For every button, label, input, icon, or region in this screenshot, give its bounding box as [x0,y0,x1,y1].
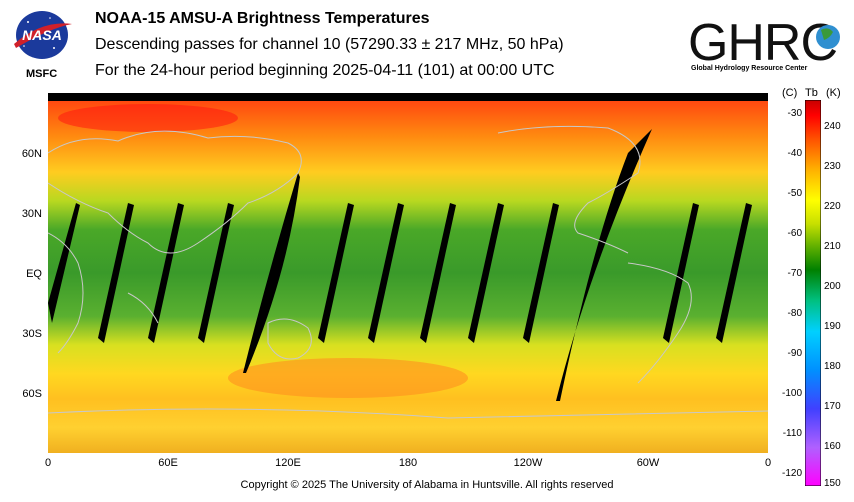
colorbar-label-tb: Tb [805,87,818,99]
ghrc-logo-text: GHRC [688,14,838,70]
swath-gap [663,203,699,343]
coastline [627,262,692,384]
colorbar [804,99,822,487]
colorbar-tick-c: -120 [781,468,802,479]
lat-label-30s: 30S [22,328,42,340]
copyright-text: Copyright © 2025 The University of Alaba… [240,479,614,491]
warm-anomaly-south-pacific [228,358,468,398]
lon-label-0-east: 0 [764,457,772,469]
swath-gap [98,203,134,343]
colorbar-tick-k: 180 [824,361,841,372]
swath-gap [48,203,80,323]
colorbar-tick-c: -60 [787,228,802,239]
coastline [267,318,312,360]
swath-gap [148,203,184,343]
colorbar-tick-k: 200 [824,281,841,292]
colorbar-tick-k: 210 [824,241,841,252]
lon-label-60e: 60E [158,457,178,469]
ghrc-logo: GHRC [688,10,848,76]
colorbar-unit-c: (C) [782,87,798,99]
nasa-logo: NASA [10,10,74,60]
colorbar-tick-c: -80 [787,308,802,319]
lon-label-180: 180 [398,457,418,469]
swath-gap [368,203,404,343]
swath-gap [243,173,300,373]
swath-gap [468,203,504,343]
nasa-logo-text: NASA [22,27,62,43]
colorbar-tick-c: -40 [787,148,802,159]
lon-label-60w: 60W [636,457,660,469]
swath-gap [523,203,559,343]
colorbar-tick-k: 230 [824,161,841,172]
coastline [127,292,159,324]
lon-label-0: 0 [44,457,52,469]
lon-label-120e: 120E [275,457,301,469]
msfc-label: MSFC [26,68,58,80]
lat-label-60s: 60S [22,388,42,400]
colorbar-tick-k: 170 [824,401,841,412]
colorbar-tick-k: 190 [824,321,841,332]
lat-label-eq: EQ [26,268,42,280]
coastline [47,232,84,354]
colorbar-tick-c: -110 [782,428,802,439]
colorbar-tick-k: 220 [824,201,841,212]
swath-gap [556,129,652,401]
coastline [47,408,769,419]
lat-label-60n: 60N [21,148,42,160]
title-line-2: Descending passes for channel 10 (57290.… [95,36,564,53]
swath-gap [318,203,354,343]
map-background [48,93,768,453]
swath-gap [420,203,456,343]
colorbar-tick-c: -90 [787,348,802,359]
lon-label-120w: 120W [513,457,543,469]
colorbar-tick-k: 160 [824,441,841,452]
coastlines [47,125,769,419]
title-line-1: NOAA-15 AMSU-A Brightness Temperatures [95,10,430,27]
warm-anomaly-north [58,104,238,132]
colorbar-tick-c: -30 [787,108,802,119]
colorbar-tick-c: -50 [787,188,802,199]
swath-gap [716,203,752,343]
ghrc-subtitle: Global Hydrology Resource Center [691,65,808,72]
colorbar-tick-c: -70 [787,268,802,279]
colorbar-tick-k: 150 [824,478,841,489]
coastline [497,125,641,254]
lat-label-30n: 30N [21,208,42,220]
swath-gaps [48,129,752,401]
colorbar-gradient [804,99,822,487]
title-line-3: For the 24-hour period beginning 2025-04… [95,62,555,79]
colorbar-tick-k: 240 [824,121,841,132]
colorbar-unit-k: (K) [826,87,841,99]
swath-gap [198,203,234,343]
colorbar-tick-c: -100 [781,388,802,399]
coastline [47,130,302,254]
brightness-map [47,93,769,453]
polar-fill-band [48,93,768,101]
